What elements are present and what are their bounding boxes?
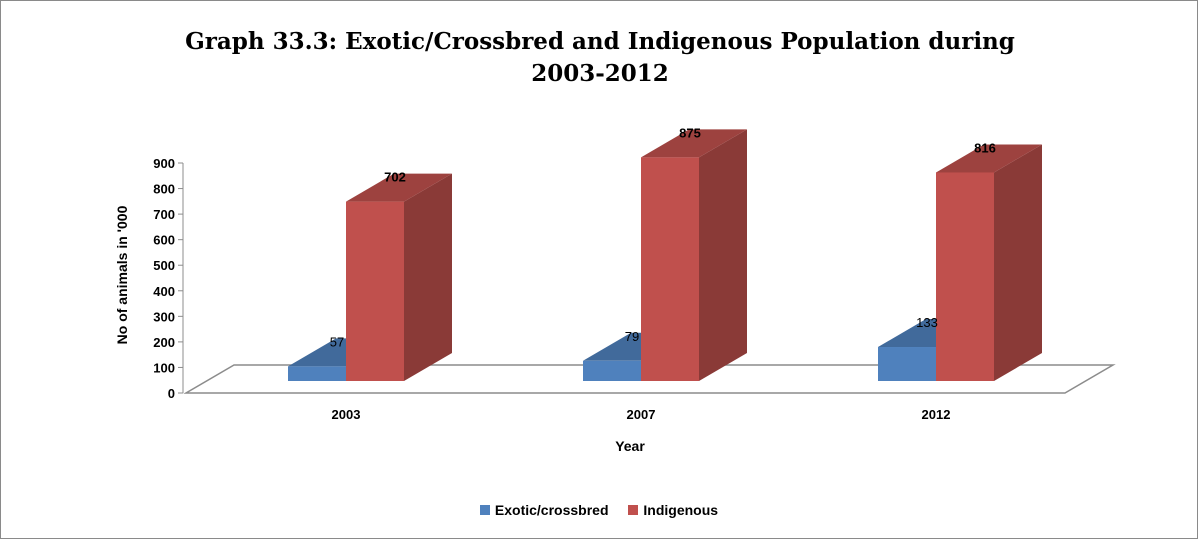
x-axis-title: Year <box>615 438 645 454</box>
y-tick-label: 700 <box>153 207 175 222</box>
x-tick-label: 2007 <box>627 407 656 422</box>
bar-indigenous-2012 <box>936 144 1042 381</box>
legend-label-exotic: Exotic/crossbred <box>494 502 609 518</box>
y-axis-title: No of animals in '000 <box>114 205 130 344</box>
data-label: 875 <box>679 125 701 140</box>
data-label: 57 <box>330 334 344 349</box>
legend: Exotic/crossbred Indigenous <box>0 502 1198 518</box>
legend-swatch-indigenous <box>628 505 639 515</box>
bar-indigenous-2003 <box>346 173 452 381</box>
bar-front-face <box>936 172 994 381</box>
legend-label-indigenous: Indigenous <box>643 502 719 518</box>
y-tick-label: 200 <box>153 335 175 350</box>
y-tick-label: 0 <box>168 386 175 401</box>
bar-front-face <box>641 157 699 381</box>
legend-item-exotic: Exotic/crossbred <box>479 502 609 518</box>
y-tick-label: 800 <box>153 182 175 197</box>
bars <box>288 129 1042 381</box>
data-label: 79 <box>625 329 639 344</box>
bar-front-face <box>878 347 936 381</box>
y-axis: 0 100 200 300 400 500 600 700 800 900 <box>153 156 184 401</box>
bar-front-face <box>346 201 404 381</box>
bar-side-face <box>994 144 1042 381</box>
bar-top-face <box>936 144 1042 173</box>
bar-front-face <box>583 360 641 381</box>
legend-item-indigenous: Indigenous <box>628 502 718 518</box>
y-tick-label: 500 <box>153 258 175 273</box>
y-tick-label: 300 <box>153 309 175 324</box>
y-tick-label: 100 <box>153 360 175 375</box>
y-tick-label: 400 <box>153 284 175 299</box>
bar-side-face <box>699 129 747 381</box>
bar-top-face <box>346 173 452 202</box>
legend-swatch-exotic <box>479 505 490 515</box>
y-tick-label: 900 <box>153 156 175 171</box>
bar-indigenous-2007 <box>641 129 747 381</box>
data-labels: 57 79 133 702 875 816 <box>330 125 996 349</box>
x-tick-label: 2003 <box>332 407 361 422</box>
x-axis: 2003 2007 2012 <box>332 407 951 422</box>
y-tick-label: 600 <box>153 233 175 248</box>
chart-title: Graph 33.3: Exotic/Crossbred and Indigen… <box>185 28 1015 87</box>
data-label: 702 <box>384 170 406 185</box>
bar-front-face <box>288 366 346 381</box>
data-label: 133 <box>916 315 938 330</box>
x-tick-label: 2012 <box>922 407 951 422</box>
data-label: 816 <box>974 140 996 155</box>
bar-side-face <box>404 173 452 381</box>
bar-top-face <box>641 129 747 158</box>
